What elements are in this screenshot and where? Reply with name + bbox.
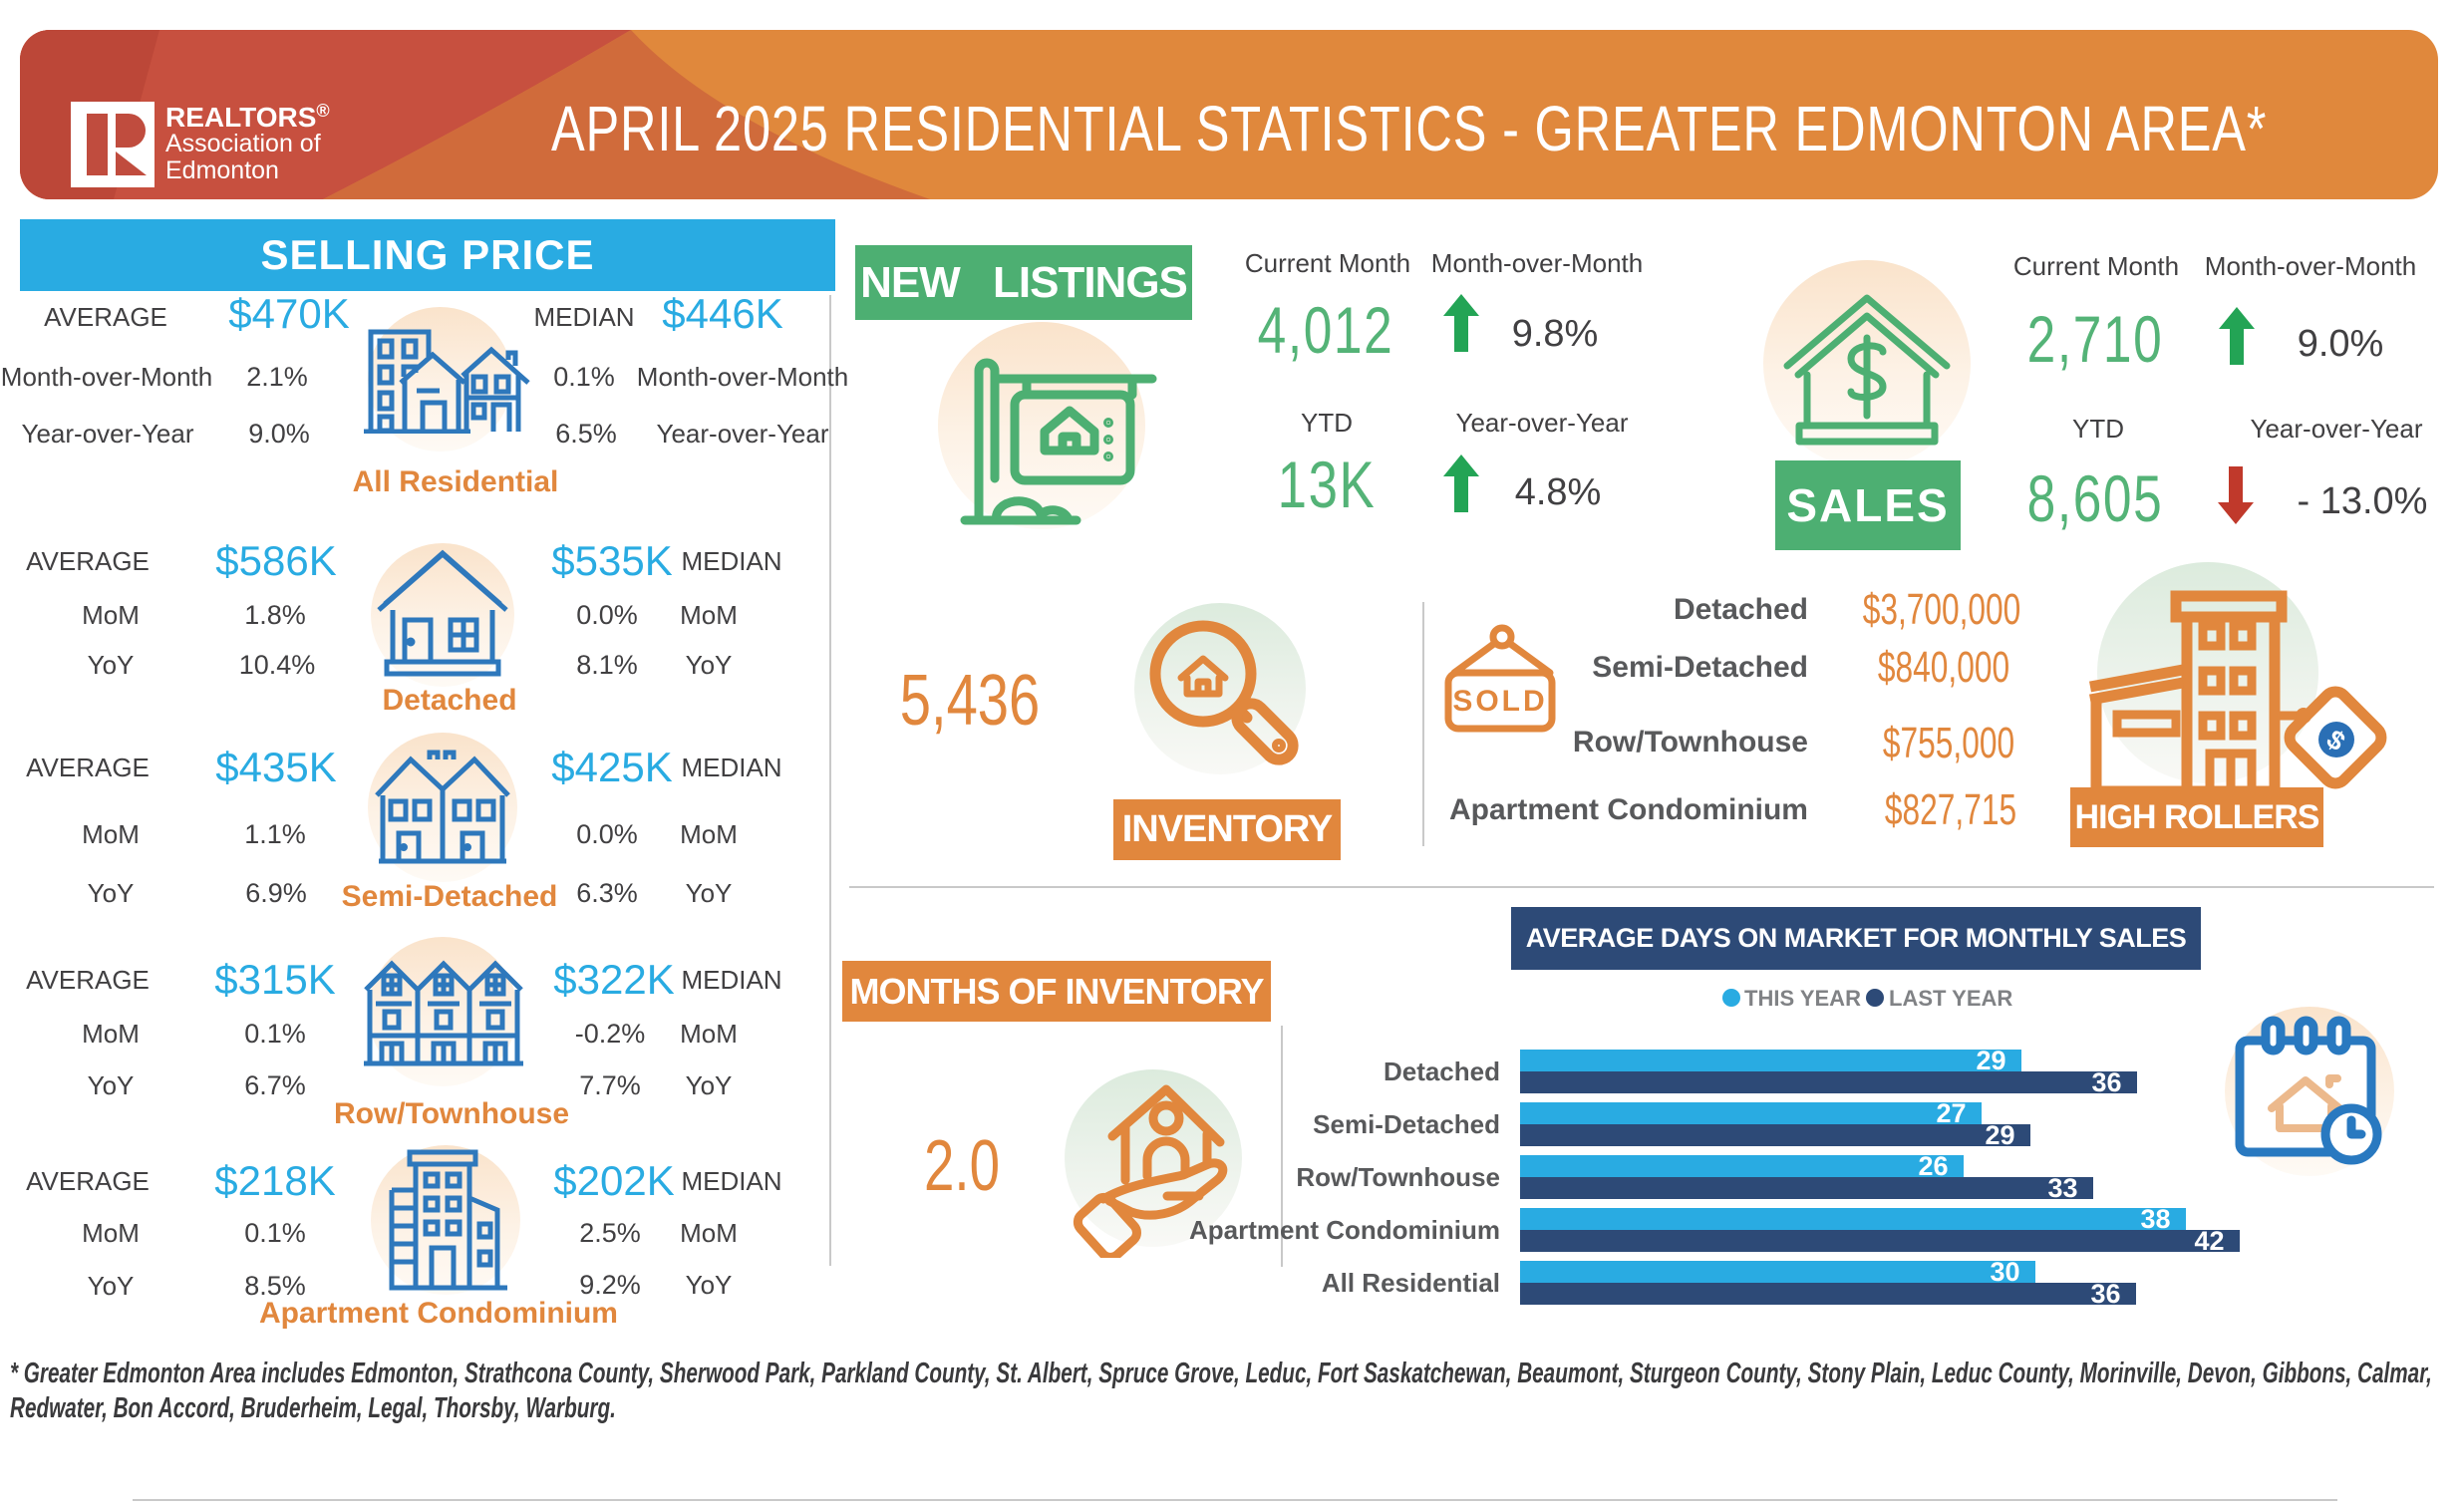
svg-text:SOLD: SOLD xyxy=(1452,685,1547,718)
